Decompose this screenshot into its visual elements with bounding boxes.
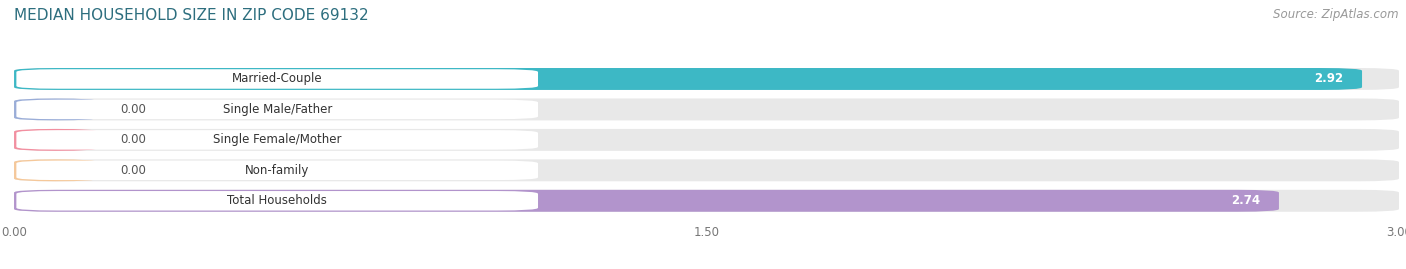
FancyBboxPatch shape (14, 190, 1399, 212)
Text: MEDIAN HOUSEHOLD SIZE IN ZIP CODE 69132: MEDIAN HOUSEHOLD SIZE IN ZIP CODE 69132 (14, 8, 368, 23)
Text: 2.74: 2.74 (1232, 194, 1261, 207)
FancyBboxPatch shape (14, 68, 1399, 90)
FancyBboxPatch shape (17, 191, 538, 211)
FancyBboxPatch shape (14, 68, 1362, 90)
FancyBboxPatch shape (17, 100, 538, 119)
Text: Non-family: Non-family (245, 164, 309, 177)
Text: Married-Couple: Married-Couple (232, 72, 322, 86)
FancyBboxPatch shape (14, 129, 1399, 151)
FancyBboxPatch shape (14, 98, 97, 121)
FancyBboxPatch shape (17, 161, 538, 180)
Text: 0.00: 0.00 (121, 133, 146, 146)
Text: 0.00: 0.00 (121, 103, 146, 116)
FancyBboxPatch shape (17, 130, 538, 150)
FancyBboxPatch shape (17, 69, 538, 89)
Text: Single Female/Mother: Single Female/Mother (212, 133, 342, 146)
Text: 0.00: 0.00 (121, 164, 146, 177)
Text: Single Male/Father: Single Male/Father (222, 103, 332, 116)
Text: Source: ZipAtlas.com: Source: ZipAtlas.com (1274, 8, 1399, 21)
FancyBboxPatch shape (14, 159, 1399, 181)
FancyBboxPatch shape (14, 190, 1279, 212)
FancyBboxPatch shape (14, 159, 97, 181)
FancyBboxPatch shape (14, 98, 1399, 121)
Text: Total Households: Total Households (228, 194, 328, 207)
FancyBboxPatch shape (14, 129, 97, 151)
Text: 2.92: 2.92 (1315, 72, 1344, 86)
